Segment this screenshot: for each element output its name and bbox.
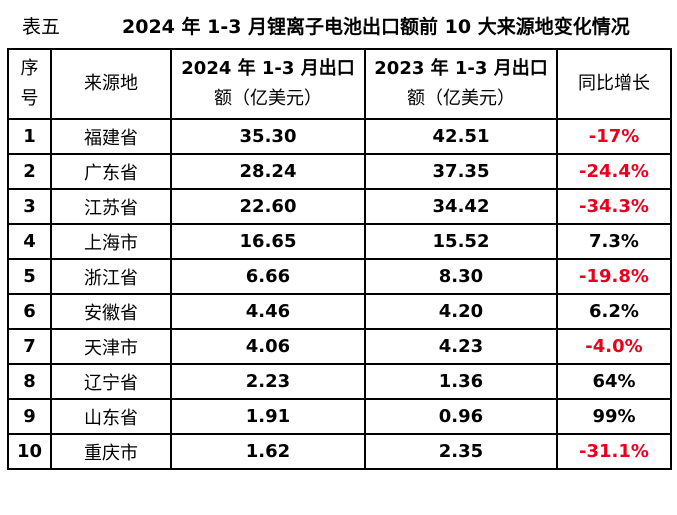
header-2024: 2024 年 1-3 月出口 额（亿美元） xyxy=(170,48,366,120)
row-value-2024: 4.06 xyxy=(170,328,366,365)
row-growth: 64% xyxy=(556,363,672,400)
row-source: 上海市 xyxy=(50,223,172,260)
table-number-label: 表五 xyxy=(22,16,61,38)
table-caption: 表五 2024 年 1-3 月锂离子电池出口额前 10 大来源地变化情况 xyxy=(0,12,677,38)
row-value-2024: 22.60 xyxy=(170,188,366,225)
row-value-2024: 6.66 xyxy=(170,258,366,295)
header-row: 序 号 来源地 2024 年 1-3 月出口 额（亿美元） 2023 年 1-3… xyxy=(7,48,672,120)
row-growth: 6.2% xyxy=(556,293,672,330)
row-index: 3 xyxy=(7,188,52,225)
row-source: 浙江省 xyxy=(50,258,172,295)
row-value-2023: 8.30 xyxy=(364,258,558,295)
header-index-line1: 序 xyxy=(20,58,39,79)
row-value-2023: 37.35 xyxy=(364,153,558,190)
row-source: 福建省 xyxy=(50,118,172,155)
row-value-2024: 4.46 xyxy=(170,293,366,330)
row-source: 重庆市 xyxy=(50,433,172,470)
row-growth: -17% xyxy=(556,118,672,155)
export-table: 序 号 来源地 2024 年 1-3 月出口 额（亿美元） 2023 年 1-3… xyxy=(7,48,672,470)
row-index: 1 xyxy=(7,118,52,155)
row-value-2024: 1.62 xyxy=(170,433,366,470)
row-index: 10 xyxy=(7,433,52,470)
row-growth: 7.3% xyxy=(556,223,672,260)
row-index: 9 xyxy=(7,398,52,435)
row-value-2023: 42.51 xyxy=(364,118,558,155)
header-2024-line1: 2024 年 1-3 月出口 xyxy=(181,58,355,79)
header-2023: 2023 年 1-3 月出口 额（亿美元） xyxy=(364,48,558,120)
row-index: 2 xyxy=(7,153,52,190)
header-2023-line1: 2023 年 1-3 月出口 xyxy=(374,58,548,79)
row-source: 辽宁省 xyxy=(50,363,172,400)
row-index: 7 xyxy=(7,328,52,365)
row-value-2023: 15.52 xyxy=(364,223,558,260)
row-index: 8 xyxy=(7,363,52,400)
row-growth: -4.0% xyxy=(556,328,672,365)
row-value-2024: 28.24 xyxy=(170,153,366,190)
header-index: 序 号 xyxy=(7,48,52,120)
header-source: 来源地 xyxy=(50,48,172,120)
row-growth: -24.4% xyxy=(556,153,672,190)
row-growth: 99% xyxy=(556,398,672,435)
row-growth: -34.3% xyxy=(556,188,672,225)
table-row: 2 广东省 28.24 37.35 -24.4% xyxy=(7,153,672,190)
row-value-2024: 16.65 xyxy=(170,223,366,260)
row-value-2024: 35.30 xyxy=(170,118,366,155)
table-title: 2024 年 1-3 月锂离子电池出口额前 10 大来源地变化情况 xyxy=(122,16,630,38)
row-value-2023: 4.23 xyxy=(364,328,558,365)
row-source: 天津市 xyxy=(50,328,172,365)
header-2023-line2: 额（亿美元） xyxy=(407,88,515,109)
row-index: 4 xyxy=(7,223,52,260)
row-growth: -19.8% xyxy=(556,258,672,295)
row-index: 6 xyxy=(7,293,52,330)
table-row: 10 重庆市 1.62 2.35 -31.1% xyxy=(7,433,672,470)
row-value-2023: 1.36 xyxy=(364,363,558,400)
table-row: 6 安徽省 4.46 4.20 6.2% xyxy=(7,293,672,330)
row-source: 江苏省 xyxy=(50,188,172,225)
table-row: 5 浙江省 6.66 8.30 -19.8% xyxy=(7,258,672,295)
row-source: 安徽省 xyxy=(50,293,172,330)
row-value-2024: 1.91 xyxy=(170,398,366,435)
row-value-2023: 0.96 xyxy=(364,398,558,435)
header-growth: 同比增长 xyxy=(556,48,672,120)
table-row: 7 天津市 4.06 4.23 -4.0% xyxy=(7,328,672,365)
header-2024-line2: 额（亿美元） xyxy=(214,88,322,109)
row-source: 广东省 xyxy=(50,153,172,190)
row-value-2023: 34.42 xyxy=(364,188,558,225)
table-row: 3 江苏省 22.60 34.42 -34.3% xyxy=(7,188,672,225)
table-row: 8 辽宁省 2.23 1.36 64% xyxy=(7,363,672,400)
table-row: 4 上海市 16.65 15.52 7.3% xyxy=(7,223,672,260)
row-value-2024: 2.23 xyxy=(170,363,366,400)
table-row: 1 福建省 35.30 42.51 -17% xyxy=(7,118,672,155)
row-growth: -31.1% xyxy=(556,433,672,470)
table-body: 1 福建省 35.30 42.51 -17% 2 广东省 28.24 37.35 -24.4% 3 江… xyxy=(7,118,672,470)
row-value-2023: 2.35 xyxy=(364,433,558,470)
row-index: 5 xyxy=(7,258,52,295)
table-row: 9 山东省 1.91 0.96 99% xyxy=(7,398,672,435)
header-index-line2: 号 xyxy=(20,88,39,109)
row-source: 山东省 xyxy=(50,398,172,435)
row-value-2023: 4.20 xyxy=(364,293,558,330)
